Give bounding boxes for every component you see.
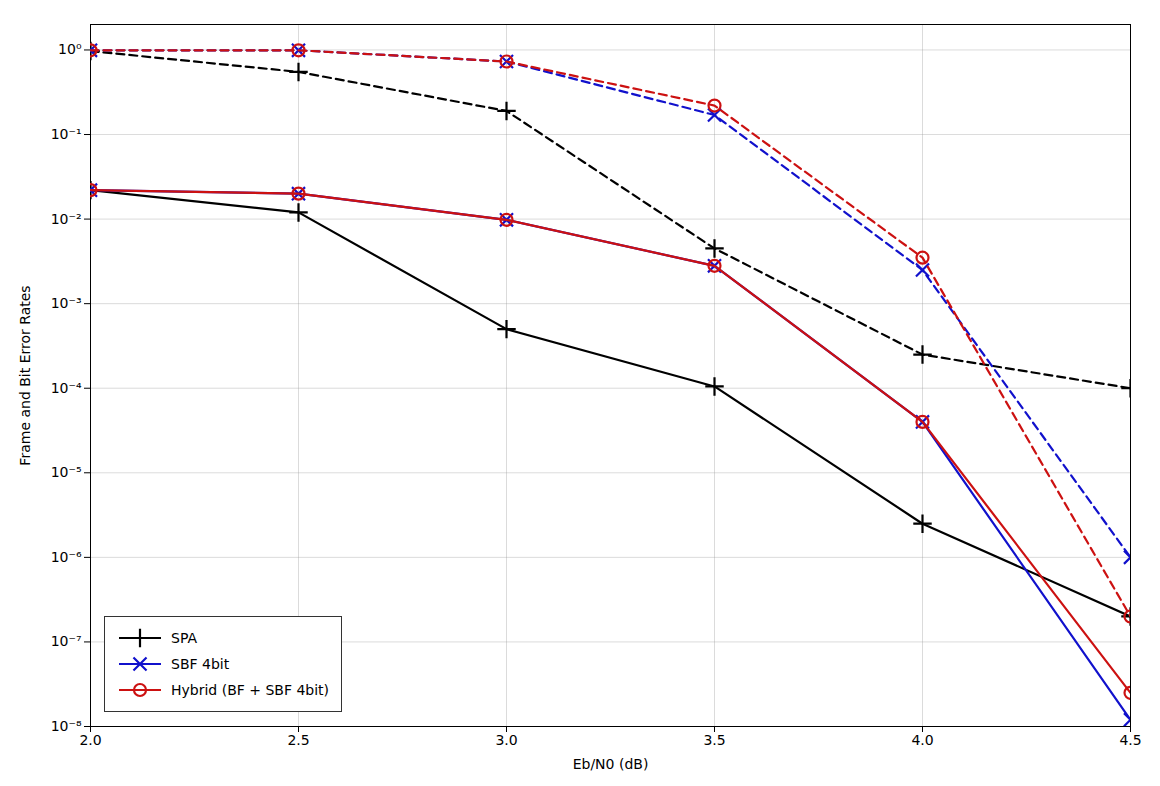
svg-text:3.5: 3.5 — [703, 732, 725, 748]
svg-text:2.5: 2.5 — [287, 732, 309, 748]
svg-text:10⁻⁴: 10⁻⁴ — [51, 380, 82, 396]
svg-text:4.5: 4.5 — [1119, 732, 1141, 748]
svg-text:10⁻¹: 10⁻¹ — [51, 126, 82, 142]
svg-text:2.0: 2.0 — [79, 732, 101, 748]
svg-text:10⁻²: 10⁻² — [51, 211, 82, 227]
svg-text:4.0: 4.0 — [911, 732, 933, 748]
svg-text:10⁻⁷: 10⁻⁷ — [51, 633, 82, 649]
html-text:Hybrid (BF + SBF 4bit): Hybrid (BF + SBF 4bit) — [171, 682, 330, 698]
svg-text:10⁻⁶: 10⁻⁶ — [51, 549, 82, 565]
svg-text:Frame and Bit Error Rates: Frame and Bit Error Rates — [17, 285, 33, 465]
svg-text:Eb/N0 (dB): Eb/N0 (dB) — [573, 756, 649, 772]
html-text:SPA: SPA — [171, 630, 197, 646]
svg-text:3.0: 3.0 — [495, 732, 517, 748]
svg-text:10⁰: 10⁰ — [58, 41, 82, 57]
svg-text:10⁻³: 10⁻³ — [51, 295, 82, 311]
svg-text:10⁻⁵: 10⁻⁵ — [51, 464, 82, 480]
html-text:SBF 4bit: SBF 4bit — [171, 656, 230, 672]
svg-text:10⁻⁸: 10⁻⁸ — [51, 718, 82, 734]
